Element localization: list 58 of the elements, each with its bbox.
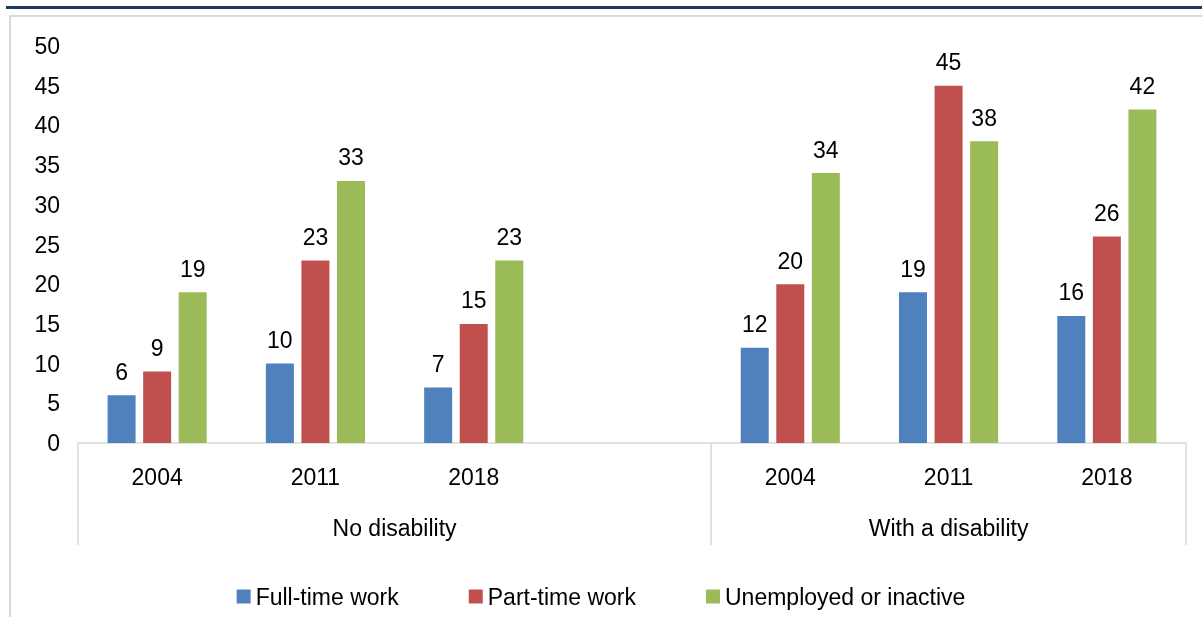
x-tick-label: 2018 — [448, 463, 500, 490]
data-label: 15 — [460, 287, 487, 314]
data-label: 23 — [302, 223, 329, 250]
bar — [1128, 109, 1157, 443]
bar — [1057, 315, 1086, 443]
data-label: 16 — [1058, 279, 1085, 306]
data-label: 7 — [431, 350, 445, 377]
bar — [1092, 236, 1121, 443]
bar — [107, 395, 136, 443]
bar — [265, 363, 294, 443]
data-label: 34 — [813, 136, 839, 163]
y-tick-label: 30 — [34, 191, 60, 218]
x-tick-label: 2004 — [764, 463, 817, 490]
data-label: 38 — [971, 104, 997, 131]
bar — [811, 173, 840, 443]
bar — [740, 347, 769, 443]
legend-label: Part-time work — [487, 583, 637, 610]
x-tick-label: 2011 — [290, 463, 341, 490]
bar — [495, 260, 524, 443]
data-label: 12 — [741, 311, 768, 338]
bar — [934, 85, 963, 443]
data-label: 33 — [338, 144, 364, 171]
bar — [178, 292, 207, 443]
x-tick-label: 2018 — [1081, 463, 1133, 490]
data-label: 9 — [150, 335, 164, 362]
y-tick-label: 35 — [34, 152, 60, 179]
bar — [301, 260, 330, 443]
bar — [776, 284, 805, 443]
bar — [336, 180, 365, 443]
bar — [424, 387, 453, 443]
y-tick-label: 45 — [34, 72, 60, 99]
y-tick-label: 10 — [34, 350, 60, 377]
data-label: 26 — [1094, 200, 1120, 227]
y-tick-label: 5 — [47, 390, 60, 417]
y-tick-label: 20 — [34, 271, 60, 298]
x-tick-label: 2004 — [131, 463, 183, 490]
y-tick-label: 40 — [34, 112, 60, 139]
y-tick-label: 25 — [34, 231, 60, 258]
bar — [970, 141, 999, 443]
legend-label: Unemployed or inactive — [725, 583, 966, 610]
data-label: 19 — [179, 255, 206, 282]
y-tick-label: 0 — [47, 430, 60, 456]
text: With a disability — [868, 515, 1029, 541]
data-label: 45 — [935, 49, 962, 76]
y-tick-label: 15 — [34, 310, 60, 337]
bar — [143, 371, 172, 443]
data-label: 19 — [900, 255, 926, 282]
bar — [899, 292, 928, 443]
legend-label: Full-time work — [255, 583, 400, 610]
data-label: 6 — [115, 358, 128, 385]
text: No disability — [332, 515, 458, 541]
bar — [459, 323, 488, 443]
x-tick-label: 2011 — [923, 463, 974, 490]
data-label: 20 — [777, 247, 804, 274]
data-label: 23 — [496, 223, 523, 250]
data-label: 10 — [267, 327, 293, 354]
data-label: 42 — [1129, 73, 1156, 100]
y-tick-label: 50 — [34, 33, 60, 59]
